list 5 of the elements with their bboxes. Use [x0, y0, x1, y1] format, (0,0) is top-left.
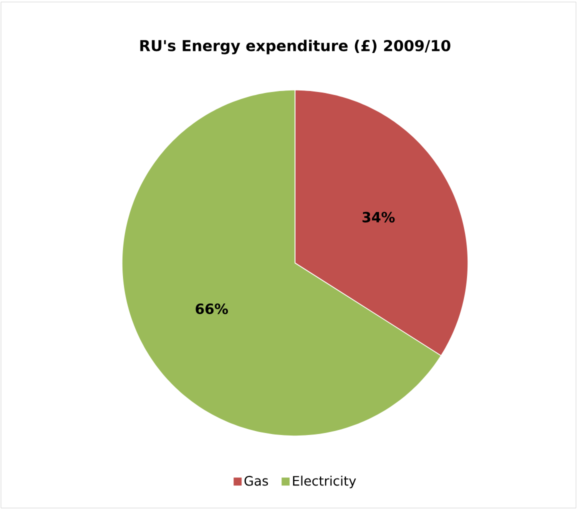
chart-title: RU's Energy expenditure (£) 2009/10	[140, 40, 450, 54]
data-label: 66%	[196, 304, 228, 314]
data-label: 34%	[362, 212, 395, 222]
legend-label: Electricity	[293, 476, 356, 488]
legend-label: Gas	[244, 476, 268, 486]
